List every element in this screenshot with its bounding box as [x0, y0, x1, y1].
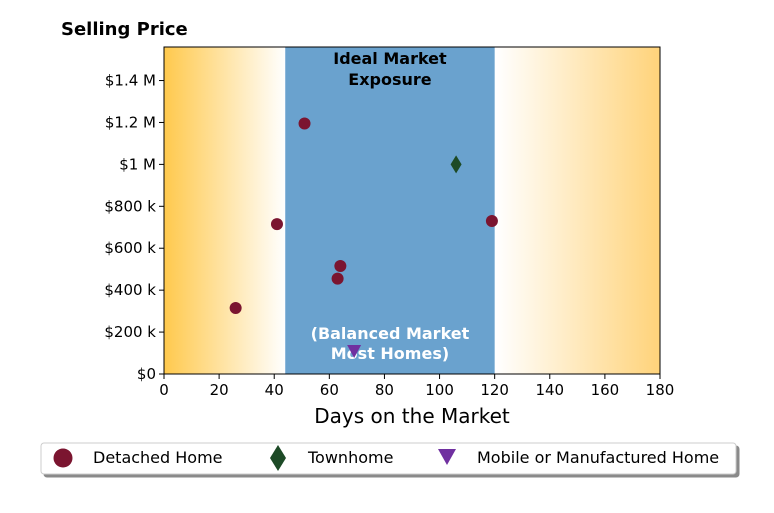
x-tick-label: 80: [375, 381, 394, 399]
x-tick-label: 60: [320, 381, 339, 399]
detached-home-point: [298, 117, 311, 130]
legend: Detached Home Townhome Mobile or Manufac…: [40, 442, 737, 475]
y-axis-ticks: $0 $200 k $400 k $600 k $800 k $1 M $1.2 M $1.4…: [104, 72, 164, 383]
legend-label-detached-home: Detached Home: [93, 448, 223, 467]
band-bottom-label-line-1: (Balanced Market: [311, 324, 470, 343]
x-axis-ticks: 0 20 40 60 80 100 120 140 160 180: [159, 374, 674, 399]
townhome-point: [450, 155, 462, 174]
x-tick-label: 20: [210, 381, 229, 399]
band-labels: Ideal Market Exposure (Balanced Market M…: [311, 49, 470, 363]
y-tick-label: $200 k: [104, 323, 156, 341]
x-tick-label: 40: [265, 381, 284, 399]
legend-marker-mobile-home: [438, 449, 456, 465]
legend-marker-townhome: [270, 445, 286, 471]
x-tick-label: 160: [591, 381, 620, 399]
x-tick-label: 140: [535, 381, 564, 399]
x-tick-label: 0: [159, 381, 169, 399]
data-points: [229, 117, 498, 358]
y-tick-label: $800 k: [104, 197, 156, 215]
y-tick-label: $0: [137, 365, 156, 383]
ideal-exposure-band: [285, 47, 495, 374]
plot-frame: [163, 46, 661, 375]
y-axis-title: Selling Price: [61, 19, 188, 40]
detached-home-point: [485, 214, 498, 227]
detached-home-point: [331, 272, 344, 285]
band-top-label-line-1: Ideal Market: [333, 49, 447, 68]
y-tick-label: $1 M: [119, 155, 156, 173]
y-tick-label: $400 k: [104, 281, 156, 299]
y-tick-label: $600 k: [104, 239, 156, 257]
band-bottom-label-line-2: Most Homes): [331, 344, 449, 363]
mobile-home-point: [347, 344, 362, 358]
band-top-label-line-2: Exposure: [348, 70, 432, 89]
x-tick-label: 180: [646, 381, 675, 399]
detached-home-point: [229, 301, 242, 314]
y-tick-label: $1.4 M: [105, 72, 156, 90]
legend-label-mobile-home: Mobile or Manufactured Home: [477, 448, 719, 467]
legend-label-townhome: Townhome: [307, 448, 393, 467]
detached-home-point: [334, 260, 347, 273]
legend-box: [40, 442, 737, 475]
x-tick-label: 100: [425, 381, 454, 399]
x-tick-label: 120: [480, 381, 509, 399]
detached-home-point: [270, 218, 283, 231]
legend-marker-detached-home: [53, 448, 73, 468]
y-tick-label: $1.2 M: [105, 113, 156, 131]
x-axis-title: Days on the Market: [314, 404, 510, 428]
